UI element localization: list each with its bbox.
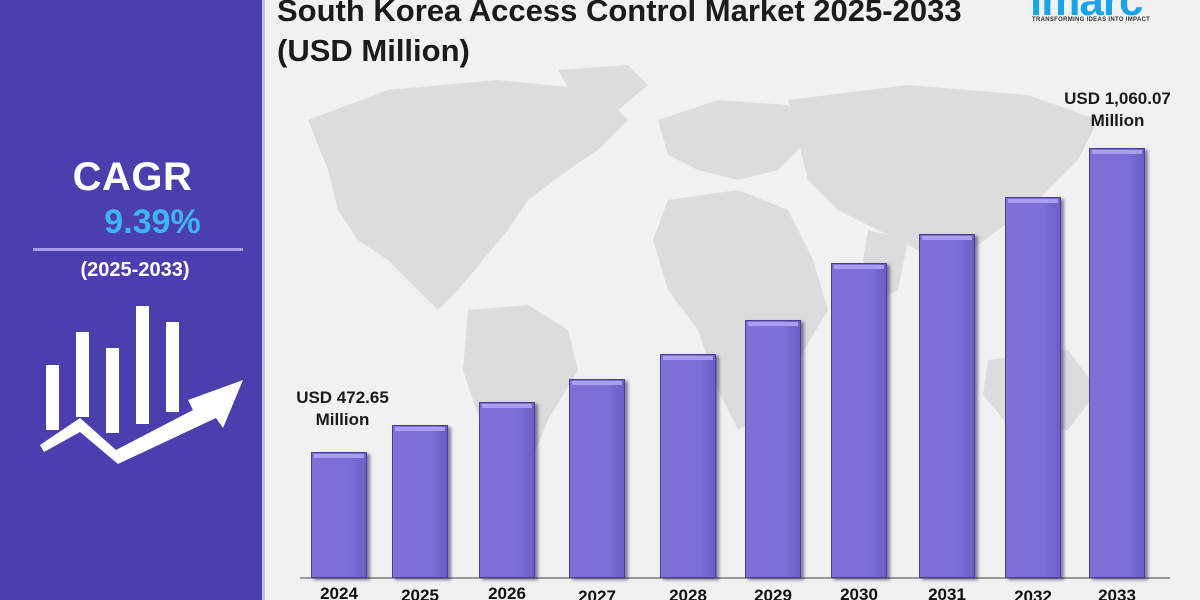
x-tick-2026: 2026 — [488, 584, 526, 600]
growth-chart-icon — [40, 306, 243, 464]
bar-2032 — [1005, 197, 1061, 578]
divider — [33, 248, 243, 251]
end-value-unit: Million — [1090, 111, 1145, 130]
start-value-unit: Million — [315, 410, 370, 429]
cagr-label: CAGR — [72, 155, 193, 199]
x-tick-2025: 2025 — [401, 586, 439, 600]
x-tick-2033: 2033 — [1098, 586, 1136, 600]
x-tick-2024: 2024 — [320, 584, 358, 600]
cagr-panel: CAGR 9.39% (2025-2033) — [0, 0, 265, 600]
bar-2026 — [479, 402, 535, 578]
x-tick-2028: 2028 — [669, 586, 707, 600]
bar-2028 — [660, 354, 716, 578]
bar-2031 — [919, 234, 975, 578]
bar-2033 — [1089, 148, 1145, 578]
x-tick-2029: 2029 — [754, 586, 792, 600]
bar-2027 — [569, 379, 625, 578]
end-value-label: USD 1,060.07 Million — [1045, 88, 1190, 132]
logo-tagline: TRANSFORMING IDEAS INTO IMPACT — [1032, 17, 1151, 23]
start-value-label: USD 472.65 Million — [280, 387, 405, 431]
bar-2025 — [392, 425, 448, 578]
cagr-value: 9.39% — [104, 203, 201, 241]
imarc-logo: imarc TRANSFORMING IDEAS INTO IMPACT — [1030, 0, 1180, 38]
logo-wordmark: imarc — [1030, 0, 1143, 25]
x-tick-2032: 2032 — [1014, 587, 1052, 600]
bar-2024 — [311, 452, 367, 578]
x-tick-2027: 2027 — [578, 587, 616, 600]
x-tick-2030: 2030 — [840, 585, 878, 600]
chart-title: South Korea Access Control Market 2025-2… — [277, 0, 962, 68]
cagr-period: (2025-2033) — [80, 259, 190, 281]
start-value-amount: USD 472.65 — [296, 388, 389, 407]
end-value-amount: USD 1,060.07 — [1064, 89, 1171, 108]
bar-2029 — [745, 320, 801, 578]
bar-2030 — [831, 263, 887, 578]
x-tick-2031: 2031 — [928, 585, 966, 600]
x-axis-baseline — [300, 577, 1170, 579]
